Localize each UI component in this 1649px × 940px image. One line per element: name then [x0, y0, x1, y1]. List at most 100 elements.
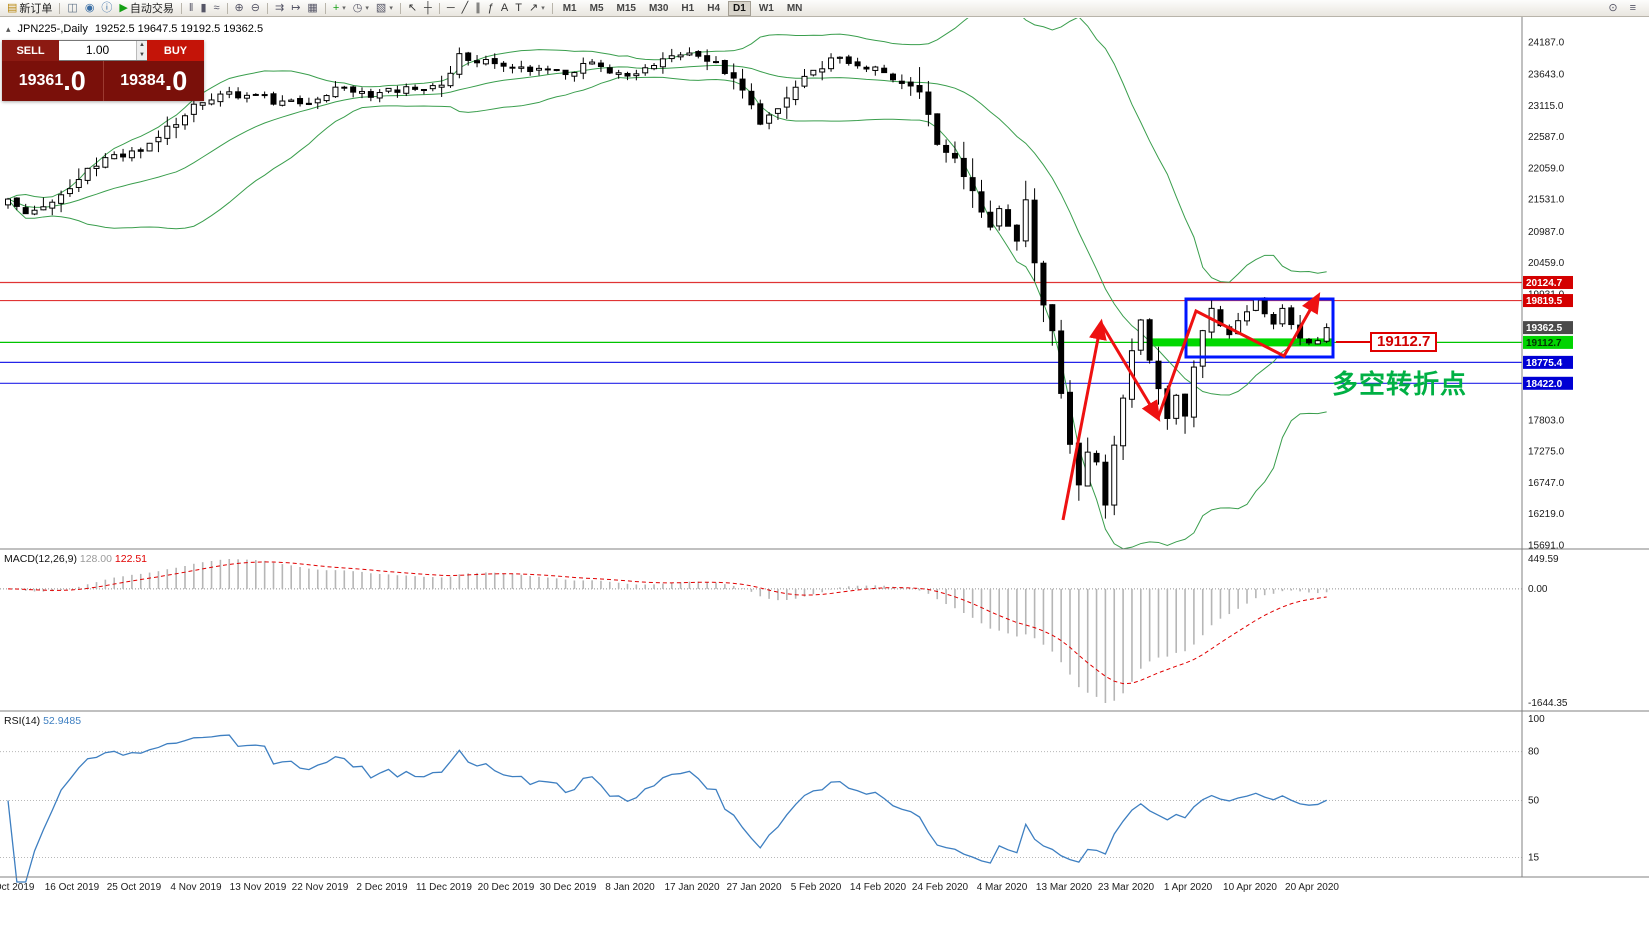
line-chart-mode-button[interactable]: ≈ — [211, 1, 223, 16]
rsi-axis-label: 15 — [1528, 853, 1540, 864]
price-axis-label: 17803.0 — [1528, 415, 1565, 426]
bollinger-lower-band — [7, 76, 1327, 549]
price-marker — [1523, 275, 1573, 289]
date-label[interactable]: 17 Jan 2020 — [664, 882, 719, 893]
date-label[interactable]: 10 Apr 2020 — [1223, 882, 1277, 893]
date-label[interactable]: 23 Mar 2020 — [1098, 882, 1155, 893]
date-label[interactable]: 11 Dec 2019 — [416, 882, 472, 893]
charts-window-button[interactable]: ◫ — [64, 1, 80, 16]
timeframe-button-H4[interactable]: H4 — [707, 2, 721, 14]
consolidation-box[interactable] — [1184, 297, 1335, 359]
sell-price[interactable]: 19361 .0 — [2, 61, 103, 101]
price-marker-label: 19819.5 — [1526, 296, 1563, 307]
chart-symbol-label: JPN225-,Daily — [17, 23, 88, 35]
timeframe-button-D1[interactable]: D1 — [728, 0, 751, 16]
periods-button[interactable]: ◷ ▾ — [350, 1, 372, 16]
date-label[interactable]: 5 Feb 2020 — [791, 882, 842, 893]
autotrade-button[interactable]: ▶ 自动交易 — [116, 1, 176, 16]
search-button[interactable]: ⊙ — [1605, 1, 1620, 16]
new-order-icon: ▤ — [7, 1, 18, 14]
date-label[interactable]: 16 Oct 2019 — [45, 882, 100, 893]
timeframe-button-W1[interactable]: W1 — [758, 2, 774, 14]
search-icon: ⊙ — [1608, 1, 1618, 14]
templates-button[interactable]: ▧ ▾ — [373, 1, 396, 16]
macd-indicator-label: MACD(12,26,9) 128.00 122.51 — [4, 553, 147, 565]
zoom-in-button[interactable]: ⊕ — [232, 1, 247, 16]
menu-icon: ≡ — [1629, 1, 1636, 14]
cursor-button[interactable]: ↖ — [405, 1, 420, 16]
candlestick-mode-button[interactable]: ▮ — [197, 1, 209, 16]
price-marker-label: 20124.7 — [1526, 278, 1563, 289]
text-button[interactable]: A — [498, 1, 511, 16]
date-label[interactable]: 4 Mar 2020 — [977, 882, 1028, 893]
new-order-button[interactable]: ▤ 新订单 — [4, 1, 55, 16]
volume-decrease-button[interactable]: ▼ — [137, 50, 147, 60]
timeframe-button-M1[interactable]: M1 — [562, 2, 577, 14]
chart-shift-button[interactable]: ↦ — [288, 1, 303, 16]
date-label[interactable]: 4 Nov 2019 — [170, 882, 222, 893]
one-click-trading-panel: SELL 1.00 ▲ ▼ BUY 19361 .0 19384 .0 — [2, 40, 204, 101]
date-label[interactable]: 20 Dec 2019 — [478, 882, 535, 893]
price-axis-label: 15691.0 — [1528, 540, 1565, 551]
volume-input[interactable]: 1.00 — [85, 43, 110, 57]
label-button[interactable]: T — [512, 1, 525, 16]
date-label[interactable]: 1 Apr 2020 — [1164, 882, 1213, 893]
support-band[interactable] — [1148, 338, 1334, 347]
date-label[interactable]: 20 Apr 2020 — [1285, 882, 1339, 893]
zoom-out-button[interactable]: ⊖ — [248, 1, 263, 16]
date-label[interactable]: 24 Feb 2020 — [912, 882, 969, 893]
volume-input-group: 1.00 ▲ ▼ — [59, 40, 147, 61]
macd-axis-min: -1644.35 — [1528, 698, 1568, 709]
buy-button[interactable]: BUY — [147, 40, 204, 61]
dropdown-arrow-icon: ▾ — [541, 5, 545, 12]
crosshair-button[interactable]: ┼ — [421, 1, 435, 16]
grid-button[interactable]: ▦ — [304, 1, 320, 16]
bar-chart-mode-button[interactable]: ‖ — [186, 1, 197, 16]
trend-arrow-2[interactable] — [1099, 322, 1161, 422]
price-axis-label: 20459.0 — [1528, 258, 1565, 269]
date-label[interactable]: 8 Jan 2020 — [605, 882, 655, 893]
dropdown-arrow-icon: ▾ — [342, 5, 346, 12]
volume-spinner: ▲ ▼ — [136, 41, 147, 60]
menu-button[interactable]: ≡ — [1627, 1, 1639, 16]
date-label[interactable]: 25 Oct 2019 — [107, 882, 162, 893]
rsi-line — [7, 734, 1327, 883]
horizontal-line-button[interactable]: ─ — [444, 1, 458, 16]
timeframe-button-H1[interactable]: H1 — [681, 2, 695, 14]
data-window-button[interactable]: ⓘ — [98, 1, 115, 16]
channel-button[interactable]: ∥ — [472, 1, 484, 16]
bollinger-upper-band — [7, 18, 1327, 283]
trendline-button[interactable]: ╱ — [459, 1, 472, 16]
toolbar-separator — [324, 2, 326, 14]
date-label[interactable]: 13 Nov 2019 — [230, 882, 287, 893]
arrows-icon: ↗ — [528, 1, 539, 14]
buy-price[interactable]: 19384 .0 — [104, 61, 205, 101]
volume-increase-button[interactable]: ▲ — [137, 41, 147, 51]
fibonacci-button[interactable]: ƒ — [485, 1, 497, 16]
callout-connector-line — [1336, 341, 1370, 343]
timeframe-button-MN[interactable]: MN — [786, 2, 803, 14]
date-label[interactable]: 30 Dec 2019 — [540, 882, 597, 893]
timeframe-button-M15[interactable]: M15 — [616, 2, 636, 14]
timeframe-button-M30[interactable]: M30 — [648, 2, 669, 14]
profile-button[interactable]: ◉ — [82, 1, 98, 16]
timeframe-button-M5[interactable]: M5 — [589, 2, 604, 14]
date-label[interactable]: 27 Jan 2020 — [726, 882, 781, 893]
date-label[interactable]: 13 Mar 2020 — [1036, 882, 1093, 893]
trend-arrow-1[interactable] — [1061, 318, 1107, 521]
indicators-button[interactable]: + ▾ — [330, 1, 349, 16]
date-label[interactable]: 2 Oct 2019 — [0, 882, 35, 893]
rsi-indicator-label: RSI(14) 52.9485 — [4, 715, 81, 727]
sell-button[interactable]: SELL — [2, 40, 59, 61]
date-label[interactable]: 14 Feb 2020 — [850, 882, 907, 893]
trend-arrow-3[interactable] — [1156, 292, 1321, 419]
date-label[interactable]: 22 Nov 2019 — [292, 882, 349, 893]
autotrade-button-label: 自动交易 — [129, 3, 174, 15]
label-icon: T — [515, 1, 522, 14]
date-label[interactable]: 2 Dec 2019 — [356, 882, 408, 893]
buy-price-frac: .0 — [164, 65, 188, 96]
auto-scroll-button[interactable]: ⇉ — [272, 1, 287, 16]
toolbar-separator — [226, 2, 228, 14]
arrows-button[interactable]: ↗ ▾ — [526, 1, 548, 16]
